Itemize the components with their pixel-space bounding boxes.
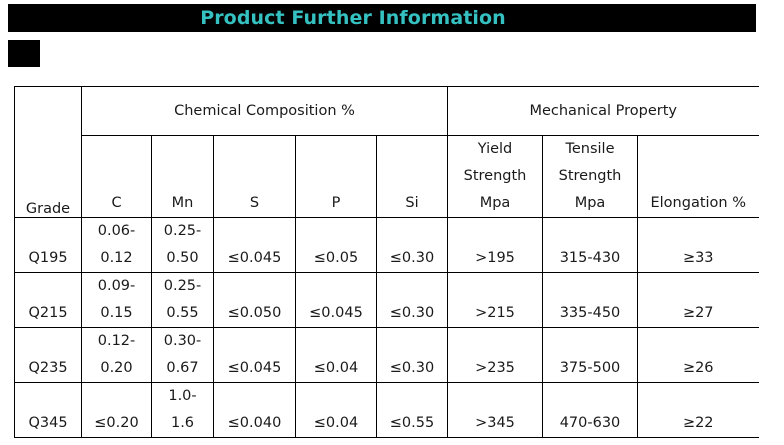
cell-tensile: 470-630 xyxy=(542,382,638,438)
tensile-header-line: Tensile xyxy=(565,141,615,157)
cell-elongation: ≥22 xyxy=(637,382,759,438)
cell-p: ≤0.05 xyxy=(295,217,377,273)
cell-mn-line: 0.50 xyxy=(166,250,199,266)
cell-yield: >215 xyxy=(447,272,543,328)
cell-c-line: 0.09- xyxy=(97,278,136,294)
cell-elongation: ≥33 xyxy=(637,217,759,273)
cell-c: 0.09- 0.15 xyxy=(81,272,152,328)
cell-elongation: ≥26 xyxy=(637,327,759,383)
cell-yield: >345 xyxy=(447,382,543,438)
cell-p: ≤0.04 xyxy=(295,327,377,383)
col-header-si: Si xyxy=(376,135,448,218)
cell-mn-line: 0.67 xyxy=(166,360,199,376)
col-header-tensile: Tensile Strength Mpa xyxy=(542,135,638,218)
cell-mn: 0.25- 0.50 xyxy=(151,217,214,273)
cell-c-line: ≤0.20 xyxy=(94,415,139,431)
cell-c-line: 0.12 xyxy=(100,250,133,266)
yield-header-line: Mpa xyxy=(479,195,511,211)
cell-si: ≤0.30 xyxy=(376,327,448,383)
cell-c: 0.12- 0.20 xyxy=(81,327,152,383)
cell-tensile: 335-450 xyxy=(542,272,638,328)
cell-grade: Q235 xyxy=(14,327,82,383)
mechanical-property-header: Mechanical Property xyxy=(447,86,759,136)
cell-elongation: ≥27 xyxy=(637,272,759,328)
cell-tensile: 315-430 xyxy=(542,217,638,273)
cell-si: ≤0.55 xyxy=(376,382,448,438)
col-header-s: S xyxy=(213,135,296,218)
cell-mn: 1.0- 1.6 xyxy=(151,382,214,438)
header-row-columns: C Mn S P Si Yield Strength Mpa Tensile S… xyxy=(15,135,759,218)
tensile-header-line: Strength xyxy=(558,168,622,184)
cell-s: ≤0.050 xyxy=(213,272,296,328)
cell-c-line: 0.06- xyxy=(97,223,136,239)
cell-p: ≤0.045 xyxy=(295,272,377,328)
tensile-header-line: Mpa xyxy=(574,195,606,211)
cell-s: ≤0.045 xyxy=(213,217,296,273)
cell-s: ≤0.040 xyxy=(213,382,296,438)
cell-grade: Q195 xyxy=(14,217,82,273)
cell-c-line: 0.20 xyxy=(100,360,133,376)
cell-mn-line: 0.55 xyxy=(166,305,199,321)
cell-mn: 0.25- 0.55 xyxy=(151,272,214,328)
cell-si: ≤0.30 xyxy=(376,217,448,273)
cell-yield: >235 xyxy=(447,327,543,383)
cell-tensile: 375-500 xyxy=(542,327,638,383)
col-header-mn: Mn xyxy=(151,135,214,218)
table-row: Q195 0.06- 0.12 0.25- 0.50 ≤0.045 ≤0.05 … xyxy=(14,217,759,273)
yield-header-line: Yield xyxy=(477,141,513,157)
table-row: Q215 0.09- 0.15 0.25- 0.55 ≤0.050 ≤0.045… xyxy=(14,272,759,328)
table-row: Q345 ≤0.20 1.0- 1.6 ≤0.040 ≤0.04 ≤0.55 >… xyxy=(14,382,759,438)
cell-grade: Q345 xyxy=(14,382,82,438)
cell-p: ≤0.04 xyxy=(295,382,377,438)
cell-mn-line: 1.6 xyxy=(170,415,195,431)
cell-si: ≤0.30 xyxy=(376,272,448,328)
grade-header: Grade xyxy=(14,86,82,218)
table-row: Q235 0.12- 0.20 0.30- 0.67 ≤0.045 ≤0.04 … xyxy=(14,327,759,383)
cell-c: 0.06- 0.12 xyxy=(81,217,152,273)
cell-c-line: 0.15 xyxy=(100,305,133,321)
col-header-p: P xyxy=(295,135,377,218)
cell-c-line: 0.12- xyxy=(97,333,136,349)
col-header-yield: Yield Strength Mpa xyxy=(447,135,543,218)
col-header-c: C xyxy=(81,135,152,218)
page-title: Product Further Information xyxy=(200,7,506,29)
specification-table: Grade Chemical Composition % Mechanical … xyxy=(14,86,759,438)
cell-mn-line: 0.30- xyxy=(163,333,202,349)
cell-mn-line: 0.25- xyxy=(163,278,202,294)
cell-c: ≤0.20 xyxy=(81,382,152,438)
yield-header-line: Strength xyxy=(463,168,527,184)
cell-grade: Q215 xyxy=(14,272,82,328)
cell-s: ≤0.045 xyxy=(213,327,296,383)
cell-mn-line: 1.0- xyxy=(168,388,197,404)
chemical-composition-header: Chemical Composition % xyxy=(81,86,448,136)
cell-mn-line: 0.25- xyxy=(163,223,202,239)
title-bar: Product Further Information xyxy=(8,4,756,32)
black-square-block xyxy=(8,40,40,67)
cell-mn: 0.30- 0.67 xyxy=(151,327,214,383)
cell-yield: >195 xyxy=(447,217,543,273)
col-header-elongation: Elongation % xyxy=(637,135,759,218)
header-row-groups: Grade Chemical Composition % Mechanical … xyxy=(14,86,759,218)
